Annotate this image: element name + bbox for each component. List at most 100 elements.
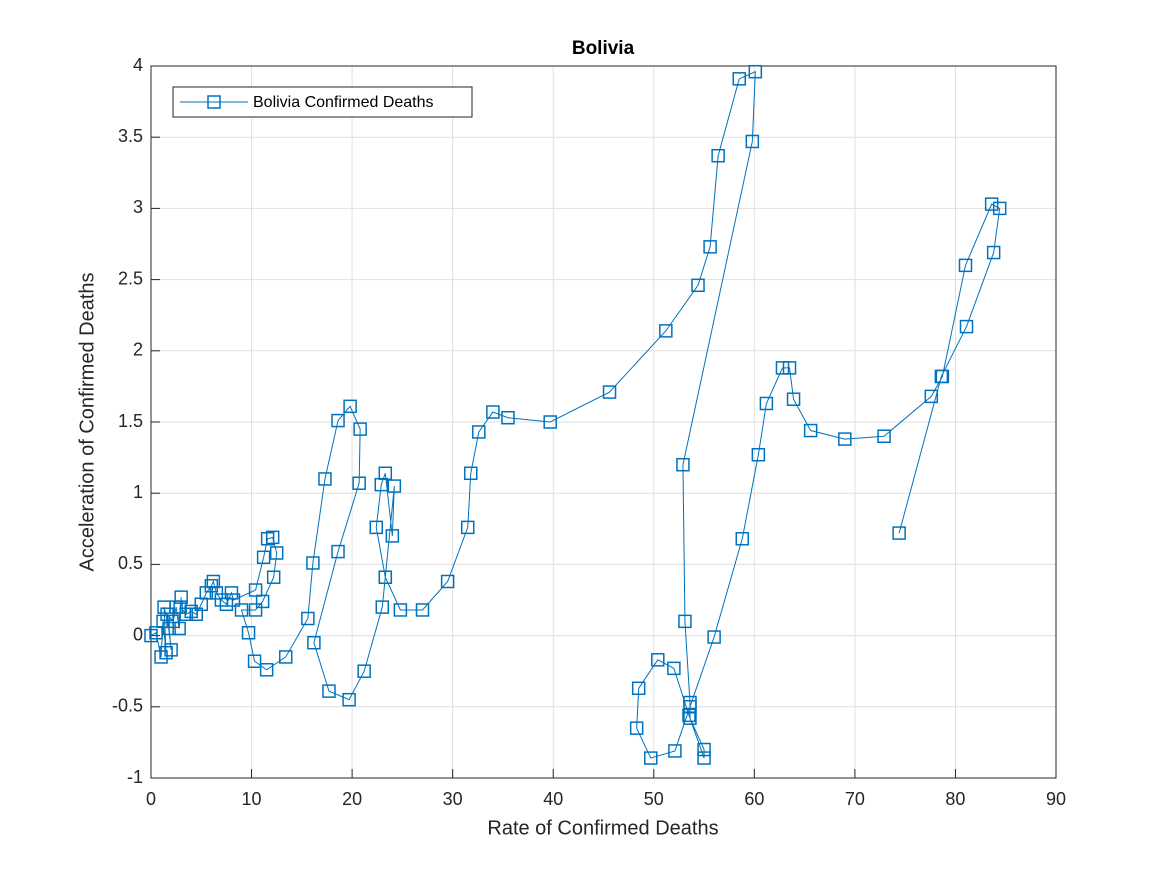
x-tick-label: 70 bbox=[845, 789, 865, 809]
x-tick-label: 60 bbox=[744, 789, 764, 809]
marker bbox=[992, 201, 1007, 216]
marker bbox=[711, 148, 725, 163]
marker bbox=[959, 319, 974, 334]
y-tick-label: -0.5 bbox=[112, 696, 143, 716]
marker bbox=[256, 550, 271, 565]
marker bbox=[241, 626, 256, 640]
marker bbox=[659, 324, 673, 338]
marker bbox=[751, 448, 766, 462]
marker bbox=[385, 529, 400, 543]
marker bbox=[668, 744, 682, 758]
marker bbox=[352, 476, 366, 490]
marker bbox=[248, 603, 263, 617]
y-tick-label: 3.5 bbox=[118, 126, 143, 146]
marker bbox=[204, 579, 219, 593]
marker bbox=[393, 603, 408, 617]
marker bbox=[259, 663, 274, 677]
marker bbox=[651, 653, 665, 667]
legend-marker bbox=[207, 95, 221, 109]
marker bbox=[179, 607, 193, 621]
marker bbox=[387, 479, 402, 493]
marker bbox=[543, 415, 557, 429]
x-tick-label: 90 bbox=[1046, 789, 1066, 809]
marker bbox=[209, 586, 224, 600]
marker bbox=[735, 532, 750, 546]
marker bbox=[748, 64, 763, 79]
y-tick-label: 0.5 bbox=[118, 553, 143, 573]
series-line bbox=[150, 70, 1001, 759]
marker bbox=[278, 650, 293, 664]
marker bbox=[343, 399, 357, 414]
marker bbox=[144, 628, 158, 643]
marker bbox=[189, 607, 203, 621]
marker bbox=[307, 635, 321, 650]
marker bbox=[667, 661, 681, 676]
marker bbox=[464, 466, 478, 481]
marker bbox=[984, 197, 999, 211]
marker bbox=[162, 621, 176, 636]
x-tick-label: 20 bbox=[342, 789, 362, 809]
marker bbox=[877, 429, 891, 443]
marker bbox=[707, 630, 721, 644]
marker bbox=[318, 472, 332, 486]
marker bbox=[375, 600, 390, 614]
x-tick-label: 30 bbox=[443, 789, 463, 809]
marker bbox=[629, 721, 644, 735]
y-axis-label: Acceleration of Confirmed Deaths bbox=[76, 272, 98, 571]
marker bbox=[353, 422, 367, 436]
marker bbox=[415, 603, 430, 617]
marker bbox=[745, 134, 760, 149]
marker bbox=[265, 530, 280, 545]
x-tick-label: 50 bbox=[644, 789, 664, 809]
marker bbox=[266, 570, 281, 584]
y-tick-label: 4 bbox=[133, 55, 143, 75]
x-tick-label: 40 bbox=[543, 789, 563, 809]
marker bbox=[164, 643, 178, 657]
marker bbox=[501, 410, 515, 425]
marker bbox=[644, 751, 658, 765]
marker bbox=[184, 604, 198, 619]
marker bbox=[224, 586, 239, 600]
marker bbox=[703, 240, 717, 254]
marker bbox=[378, 570, 393, 584]
marker bbox=[958, 258, 973, 273]
chart-title: Bolivia bbox=[572, 38, 635, 59]
marker bbox=[226, 593, 241, 607]
marker bbox=[631, 681, 646, 696]
marker bbox=[174, 590, 188, 604]
axes-box bbox=[150, 65, 1057, 779]
marker bbox=[697, 751, 711, 765]
marker bbox=[306, 556, 320, 570]
marker bbox=[803, 423, 818, 438]
y-tick-label: 0 bbox=[133, 624, 143, 644]
marker bbox=[838, 432, 852, 446]
marker bbox=[986, 245, 1001, 260]
marker bbox=[149, 626, 163, 640]
marker bbox=[247, 654, 262, 668]
x-tick-label: 10 bbox=[242, 789, 262, 809]
marker bbox=[154, 650, 168, 664]
marker bbox=[732, 72, 746, 86]
marker bbox=[159, 645, 173, 660]
marker bbox=[682, 708, 696, 723]
marker bbox=[678, 614, 692, 629]
marker bbox=[248, 583, 263, 597]
marker bbox=[924, 389, 939, 404]
marker bbox=[357, 664, 371, 678]
x-axis-label: Rate of Confirmed Deaths bbox=[487, 817, 718, 839]
marker bbox=[759, 396, 774, 411]
marker bbox=[301, 611, 315, 626]
marker bbox=[269, 546, 284, 560]
marker bbox=[782, 361, 797, 375]
marker bbox=[322, 684, 336, 698]
marker bbox=[683, 700, 697, 714]
marker bbox=[786, 392, 801, 406]
marker bbox=[472, 425, 486, 439]
marker bbox=[260, 532, 275, 546]
marker bbox=[691, 278, 705, 293]
y-tick-label: 1 bbox=[133, 482, 143, 502]
marker bbox=[369, 520, 383, 535]
y-tick-label: 3 bbox=[133, 197, 143, 217]
marker bbox=[676, 457, 690, 472]
